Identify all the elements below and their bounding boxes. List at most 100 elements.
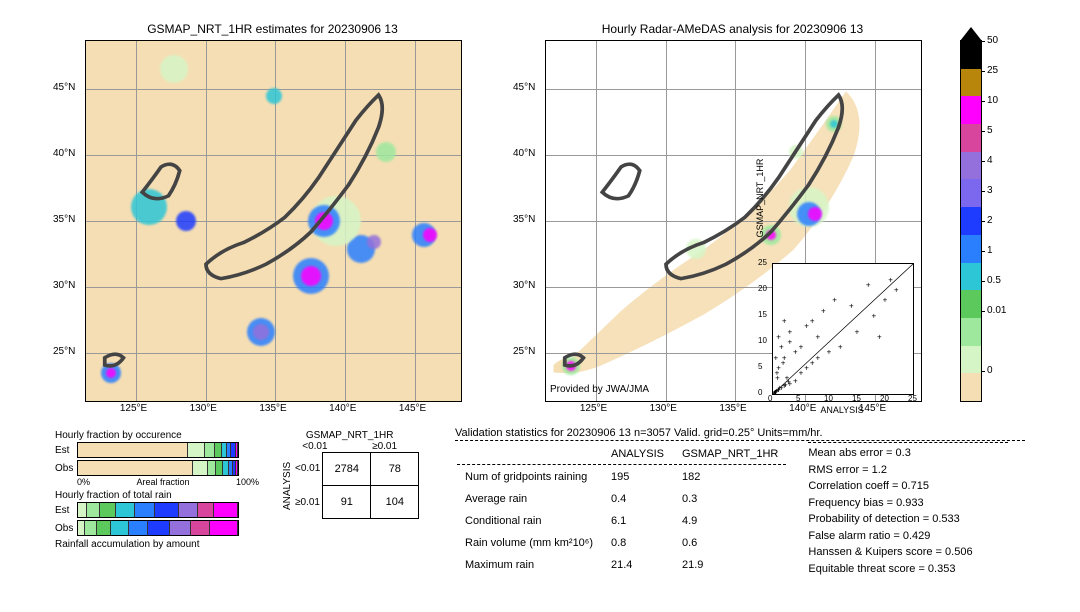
scatter-point: +: [810, 358, 815, 367]
scatter-point: +: [773, 353, 778, 362]
scatter-point: +: [866, 280, 871, 289]
scatter-ylabel: GSMAP_NRT_1HR: [755, 133, 765, 263]
x-tick: 125°E: [580, 403, 607, 414]
bar-segment: [78, 461, 193, 475]
colorbar-label: 0.01: [987, 305, 1006, 316]
colorbar-label: 4: [987, 155, 993, 166]
scatter-point: +: [793, 377, 798, 386]
colorbar-segment: [961, 41, 981, 69]
bar-segment: [85, 521, 97, 535]
colorbar-label: 2: [987, 215, 993, 226]
bar-segment: [87, 503, 100, 517]
contingency-table: 278478 91104: [322, 452, 419, 519]
hourly-fraction-occurence-title: Hourly fraction by occurence: [55, 430, 259, 441]
scatter-point: +: [782, 317, 787, 326]
y-tick: 35°N: [53, 214, 75, 225]
scatter-ytick: 20: [758, 284, 767, 293]
bar-segment: [214, 503, 238, 517]
scatter-xtick: 10: [824, 394, 833, 403]
scatter-xtick: 5: [796, 394, 800, 403]
metric-row: Mean abs error = 0.3: [808, 445, 1008, 462]
contingency-col-title: GSMAP_NRT_1HR: [280, 430, 419, 441]
table-row: Conditional rain6.14.9: [457, 511, 786, 531]
table-row: Rain volume (mm km²10⁶)0.80.6: [457, 533, 786, 553]
bar-segment: [215, 443, 222, 457]
scatter-point: +: [804, 364, 809, 373]
scatter-point: +: [799, 369, 804, 378]
scatter-ytick: 25: [758, 258, 767, 267]
scatter-point: +: [775, 369, 780, 378]
colorbar-segment: [961, 235, 981, 263]
bar-segment: [205, 443, 215, 457]
colorbar-segment: [961, 152, 981, 180]
x-tick: 140°E: [329, 403, 356, 414]
scatter-ytick: 5: [758, 362, 762, 371]
x-tick: 145°E: [399, 403, 426, 414]
scatter-point: +: [871, 312, 876, 321]
scatter-point: +: [815, 332, 820, 341]
colorbar-segment: [961, 318, 981, 346]
scatter-inset: ++++++++++++++++++++++++++++++++++++++++…: [772, 263, 914, 395]
rainfall-accum-title: Rainfall accumulation by amount: [55, 539, 259, 550]
bar-segment: [100, 503, 116, 517]
x-tick: 125°E: [120, 403, 147, 414]
bar-segment: [97, 521, 112, 535]
bar-segment: [170, 521, 191, 535]
y-tick: 45°N: [53, 82, 75, 93]
scatter-xtick: 20: [880, 394, 889, 403]
left-map-title: GSMAP_NRT_1HR estimates for 20230906 13: [85, 22, 460, 36]
scatter-ytick: 10: [758, 336, 767, 345]
scatter-point: +: [815, 353, 820, 362]
bar-segment: [148, 521, 170, 535]
y-tick: 45°N: [513, 82, 535, 93]
bar-segment: [198, 503, 214, 517]
obs-occurence-bar: [77, 460, 239, 476]
bar-segment: [78, 521, 85, 535]
colorbar-segment: [961, 373, 981, 401]
colorbar-segment: [961, 124, 981, 152]
scatter-point: +: [779, 343, 784, 352]
table-row: Num of gridpoints raining195182: [457, 467, 786, 487]
colorbar-label: 10: [987, 95, 998, 106]
scatter-point: +: [781, 358, 786, 367]
x-tick: 130°E: [650, 403, 677, 414]
scatter-point: +: [849, 301, 854, 310]
y-tick: 25°N: [513, 346, 535, 357]
bar-row-label: Est: [55, 445, 77, 456]
contingency-col-label: ≥0.01: [372, 441, 397, 452]
table-row: Average rain0.40.3: [457, 489, 786, 509]
contingency-row-label: <0.01: [295, 463, 320, 474]
validation-table: ANALYSISGSMAP_NRT_1HRNum of gridpoints r…: [455, 442, 788, 577]
scatter-xtick: 0: [768, 394, 772, 403]
scatter-xtick: 25: [908, 394, 917, 403]
colorbar-segment: [961, 179, 981, 207]
x-tick: 145°E: [859, 403, 886, 414]
bar-row-label: Est: [55, 505, 77, 516]
scatter-point: +: [894, 286, 899, 295]
bar-segment: [191, 521, 210, 535]
colorbar-segment: [961, 207, 981, 235]
left-map-panel: [85, 40, 462, 402]
colorbar-segment: [961, 69, 981, 97]
colorbar-label: 0: [987, 365, 993, 376]
bar-segment: [179, 503, 198, 517]
contingency-row-label: ≥0.01: [295, 497, 320, 508]
metric-row: Probability of detection = 0.533: [808, 511, 1008, 528]
scatter-point: +: [883, 296, 888, 305]
metric-row: False alarm ratio = 0.429: [808, 528, 1008, 545]
metric-row: Hanssen & Kuipers score = 0.506: [808, 544, 1008, 561]
contingency-row-title: ANALYSIS: [280, 452, 295, 519]
x-tick: 135°E: [719, 403, 746, 414]
bar-segment: [135, 503, 156, 517]
scatter-point: +: [827, 348, 832, 357]
colorbar-label: 1: [987, 245, 993, 256]
y-tick: 40°N: [513, 148, 535, 159]
metric-row: Correlation coeff = 0.715: [808, 478, 1008, 495]
scatter-point: +: [786, 378, 791, 387]
scatter-point: +: [838, 343, 843, 352]
bar-segment: [116, 503, 135, 517]
contingency-cell: 78: [371, 453, 419, 486]
est-total-bar: [77, 502, 239, 518]
scatter-point: +: [787, 338, 792, 347]
scatter-point: +: [787, 327, 792, 336]
